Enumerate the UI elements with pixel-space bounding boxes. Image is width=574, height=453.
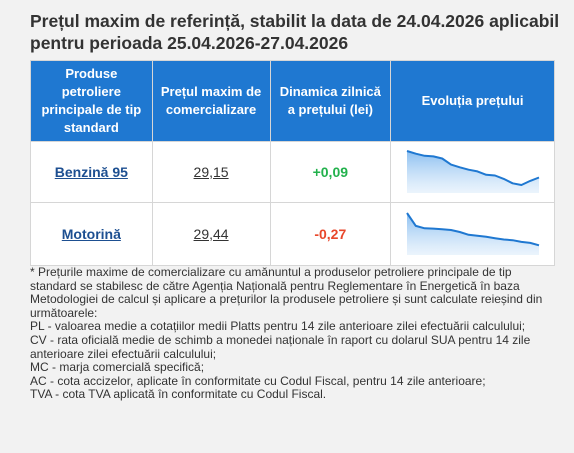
footnote-cv: CV - rata oficială medie de schimb a mon… <box>30 332 531 361</box>
sparkline-chart <box>406 150 539 193</box>
price-cell: 29,15 <box>151 141 271 203</box>
footnote-tva: TVA - cota TVA aplicată în conformitate … <box>30 387 327 402</box>
header-max-price: Prețul maxim de comercializare <box>151 60 271 142</box>
footnotes: * Prețurile maxime de comercializare cu … <box>30 265 555 402</box>
footnote-ac: AC - cota accizelor, aplicate în conform… <box>30 373 486 388</box>
footnote-mc: MC - marja comercială specifică; <box>30 360 205 375</box>
footnote-pl: PL - valoarea medie a cotațiilor medii P… <box>30 319 526 334</box>
price-delta: +0,09 <box>312 164 349 180</box>
table-row: Benzină 95 29,15 +0,09 <box>30 141 555 203</box>
delta-cell: +0,09 <box>269 141 392 203</box>
product-link-motorina[interactable]: Motorină <box>61 226 121 242</box>
header-price-evolution: Evoluția prețului <box>390 60 555 142</box>
header-products: Produse petroliere principale de tip sta… <box>30 60 153 142</box>
sparkline-line <box>406 150 539 186</box>
product-link-benzina-95[interactable]: Benzină 95 <box>54 164 128 180</box>
price-table: Produse petroliere principale de tip sta… <box>30 60 555 266</box>
sparkline-cell <box>390 202 555 266</box>
price-value[interactable]: 29,44 <box>193 226 229 242</box>
page-title: Prețul maxim de referință, stabilit la d… <box>30 11 560 53</box>
price-value[interactable]: 29,15 <box>193 164 229 180</box>
sparkline-cell <box>390 141 555 203</box>
price-delta: -0,27 <box>314 226 347 242</box>
product-cell: Motorină <box>30 202 153 266</box>
header-daily-change: Dinamica zilnică a prețului (lei) <box>269 60 392 142</box>
price-cell: 29,44 <box>151 202 271 266</box>
sparkline-area <box>406 151 539 193</box>
footnote-intro: * Prețurile maxime de comercializare cu … <box>30 265 543 320</box>
sparkline-line <box>405 212 539 247</box>
delta-cell: -0,27 <box>269 202 392 266</box>
sparkline-chart <box>405 212 539 255</box>
table-row: Motorină 29,44 -0,27 <box>30 202 555 266</box>
sparkline-area <box>406 213 539 255</box>
product-cell: Benzină 95 <box>30 141 153 203</box>
table-header-row: Produse petroliere principale de tip sta… <box>30 60 555 142</box>
